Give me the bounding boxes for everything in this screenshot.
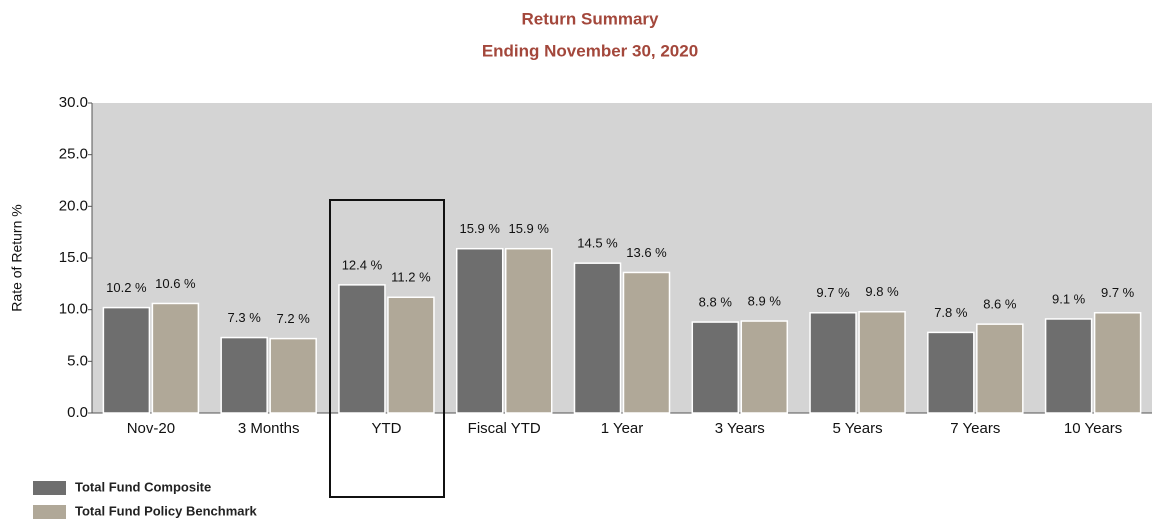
bar <box>1044 318 1093 414</box>
value-label: 8.9 % <box>748 293 782 308</box>
chart-subtitle: Ending November 30, 2020 <box>482 41 698 60</box>
bar <box>102 306 151 414</box>
value-label: 11.2 % <box>391 270 431 285</box>
x-tick-label: Fiscal YTD <box>468 420 541 437</box>
y-tick-label: 30.0 <box>59 94 88 111</box>
value-label: 9.1 % <box>1052 291 1086 306</box>
bar <box>976 323 1024 414</box>
value-label: 15.9 % <box>508 221 549 236</box>
bar <box>691 321 740 414</box>
value-label: 9.7 % <box>816 285 850 300</box>
value-label: 7.8 % <box>934 305 968 320</box>
bar <box>1093 312 1142 414</box>
x-tick-label: 5 Years <box>833 420 883 437</box>
x-tick-label: 1 Year <box>601 420 644 437</box>
chart-title: Return Summary <box>522 9 660 28</box>
value-label: 14.5 % <box>577 236 618 251</box>
value-label: 12.4 % <box>342 257 383 272</box>
x-tick-label: YTD <box>371 420 401 437</box>
value-label: 15.9 % <box>459 221 500 236</box>
bar <box>927 331 975 414</box>
x-tick-label: Nov-20 <box>127 420 175 437</box>
bar <box>809 312 857 414</box>
highlight-box <box>329 199 445 498</box>
bar <box>269 337 317 414</box>
x-tick-label: 3 Years <box>715 420 765 437</box>
y-tick-label: 5.0 <box>67 352 88 369</box>
value-label: 10.6 % <box>155 276 196 291</box>
y-tick-label: 25.0 <box>59 146 88 163</box>
x-tick-label: 3 Months <box>238 420 300 437</box>
bar <box>858 310 906 414</box>
y-tick-label: 0.0 <box>67 404 88 421</box>
x-tick-label: 10 Years <box>1064 420 1122 437</box>
y-axis-label: Rate of Return % <box>9 204 25 311</box>
bar <box>622 271 671 414</box>
bar <box>220 336 268 414</box>
value-label: 8.6 % <box>983 297 1017 312</box>
bar <box>740 320 789 414</box>
plot-area <box>92 103 1152 413</box>
value-label: 7.2 % <box>277 311 311 326</box>
bar <box>338 284 386 414</box>
y-tick-label: 20.0 <box>59 197 88 214</box>
value-label: 9.8 % <box>865 284 899 299</box>
legend-label: Total Fund Policy Benchmark <box>75 503 258 518</box>
legend-swatch <box>33 481 66 495</box>
value-label: 7.3 % <box>228 310 262 325</box>
y-tick-label: 10.0 <box>59 301 88 318</box>
bar <box>504 247 553 414</box>
y-tick-label: 15.0 <box>59 249 88 266</box>
legend-label: Total Fund Composite <box>75 479 211 494</box>
bar <box>573 262 622 414</box>
value-label: 8.8 % <box>699 295 733 310</box>
bar <box>387 296 435 414</box>
value-label: 13.6 % <box>626 245 667 260</box>
x-tick-label: 7 Years <box>950 420 1000 437</box>
bar <box>151 302 200 414</box>
legend-swatch <box>33 505 66 519</box>
value-label: 9.7 % <box>1101 285 1135 300</box>
bar <box>455 247 504 414</box>
value-label: 10.2 % <box>106 280 147 295</box>
